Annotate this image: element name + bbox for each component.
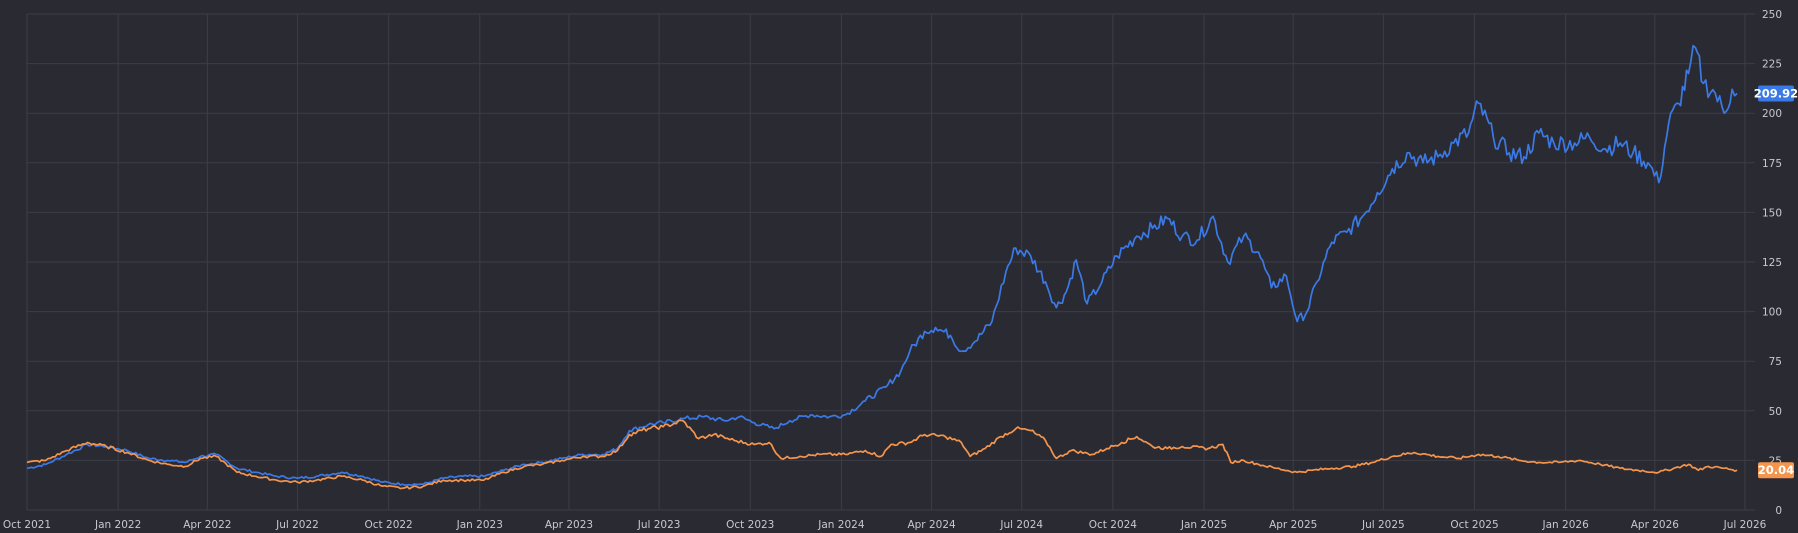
x-tick-label: Jul 2025 [1361,519,1405,531]
x-tick-label: Apr 2026 [1631,519,1680,531]
badge-background [1758,462,1794,479]
x-tick-label: Oct 2023 [726,519,774,531]
y-tick-label: 125 [1762,257,1782,269]
y-tick-label: 100 [1762,307,1782,319]
x-tick-label: Jul 2022 [275,519,319,531]
badge-value: 209.92 [1754,87,1798,101]
x-tick-label: Apr 2023 [545,519,593,531]
x-tick-label: Jan 2023 [456,519,503,531]
series-line-1 [26,44,1738,487]
x-tick-label: Apr 2025 [1269,519,1317,531]
last-value-badge-2: 20.04 [1758,462,1794,479]
series-layer [26,44,1738,490]
x-tick-label: Oct 2021 [3,519,51,531]
last-value-badges: 209.92 20.04 [1754,85,1798,479]
last-value-badge-1: 209.92 [1754,85,1798,102]
x-axis: Oct 2021 Jan 2022 Apr 2022 Jul 2022 Oct 2022… [3,519,1767,531]
x-tick-label: Jan 2026 [1542,519,1590,531]
x-tick-label: Apr 2022 [183,519,231,531]
y-tick-label: 50 [1769,406,1782,418]
x-tick-label: Jan 2025 [1180,519,1227,531]
x-tick-label: Jul 2023 [637,519,681,531]
badge-background [1758,85,1794,102]
y-tick-label: 175 [1762,158,1782,170]
y-tick-label: 150 [1762,207,1782,219]
x-tick-label: Apr 2024 [907,519,956,531]
y-tick-label: 75 [1769,356,1782,368]
y-tick-label: 250 [1762,9,1782,21]
x-tick-label: Jan 2022 [94,519,141,531]
y-tick-label: 0 [1775,505,1782,517]
x-tick-label: Oct 2022 [365,519,413,531]
x-tick-label: Jul 2024 [999,519,1043,531]
x-tick-label: Oct 2024 [1089,519,1138,531]
y-tick-label: 225 [1762,59,1782,71]
x-tick-label: Jan 2024 [817,519,865,531]
y-tick-label: 200 [1762,108,1782,120]
chart-grid [26,13,1755,511]
x-tick-label: Jul 2026 [1723,519,1767,531]
badge-value: 20.04 [1758,463,1794,477]
x-tick-label: Oct 2025 [1450,519,1498,531]
series-line-2 [26,419,1738,490]
